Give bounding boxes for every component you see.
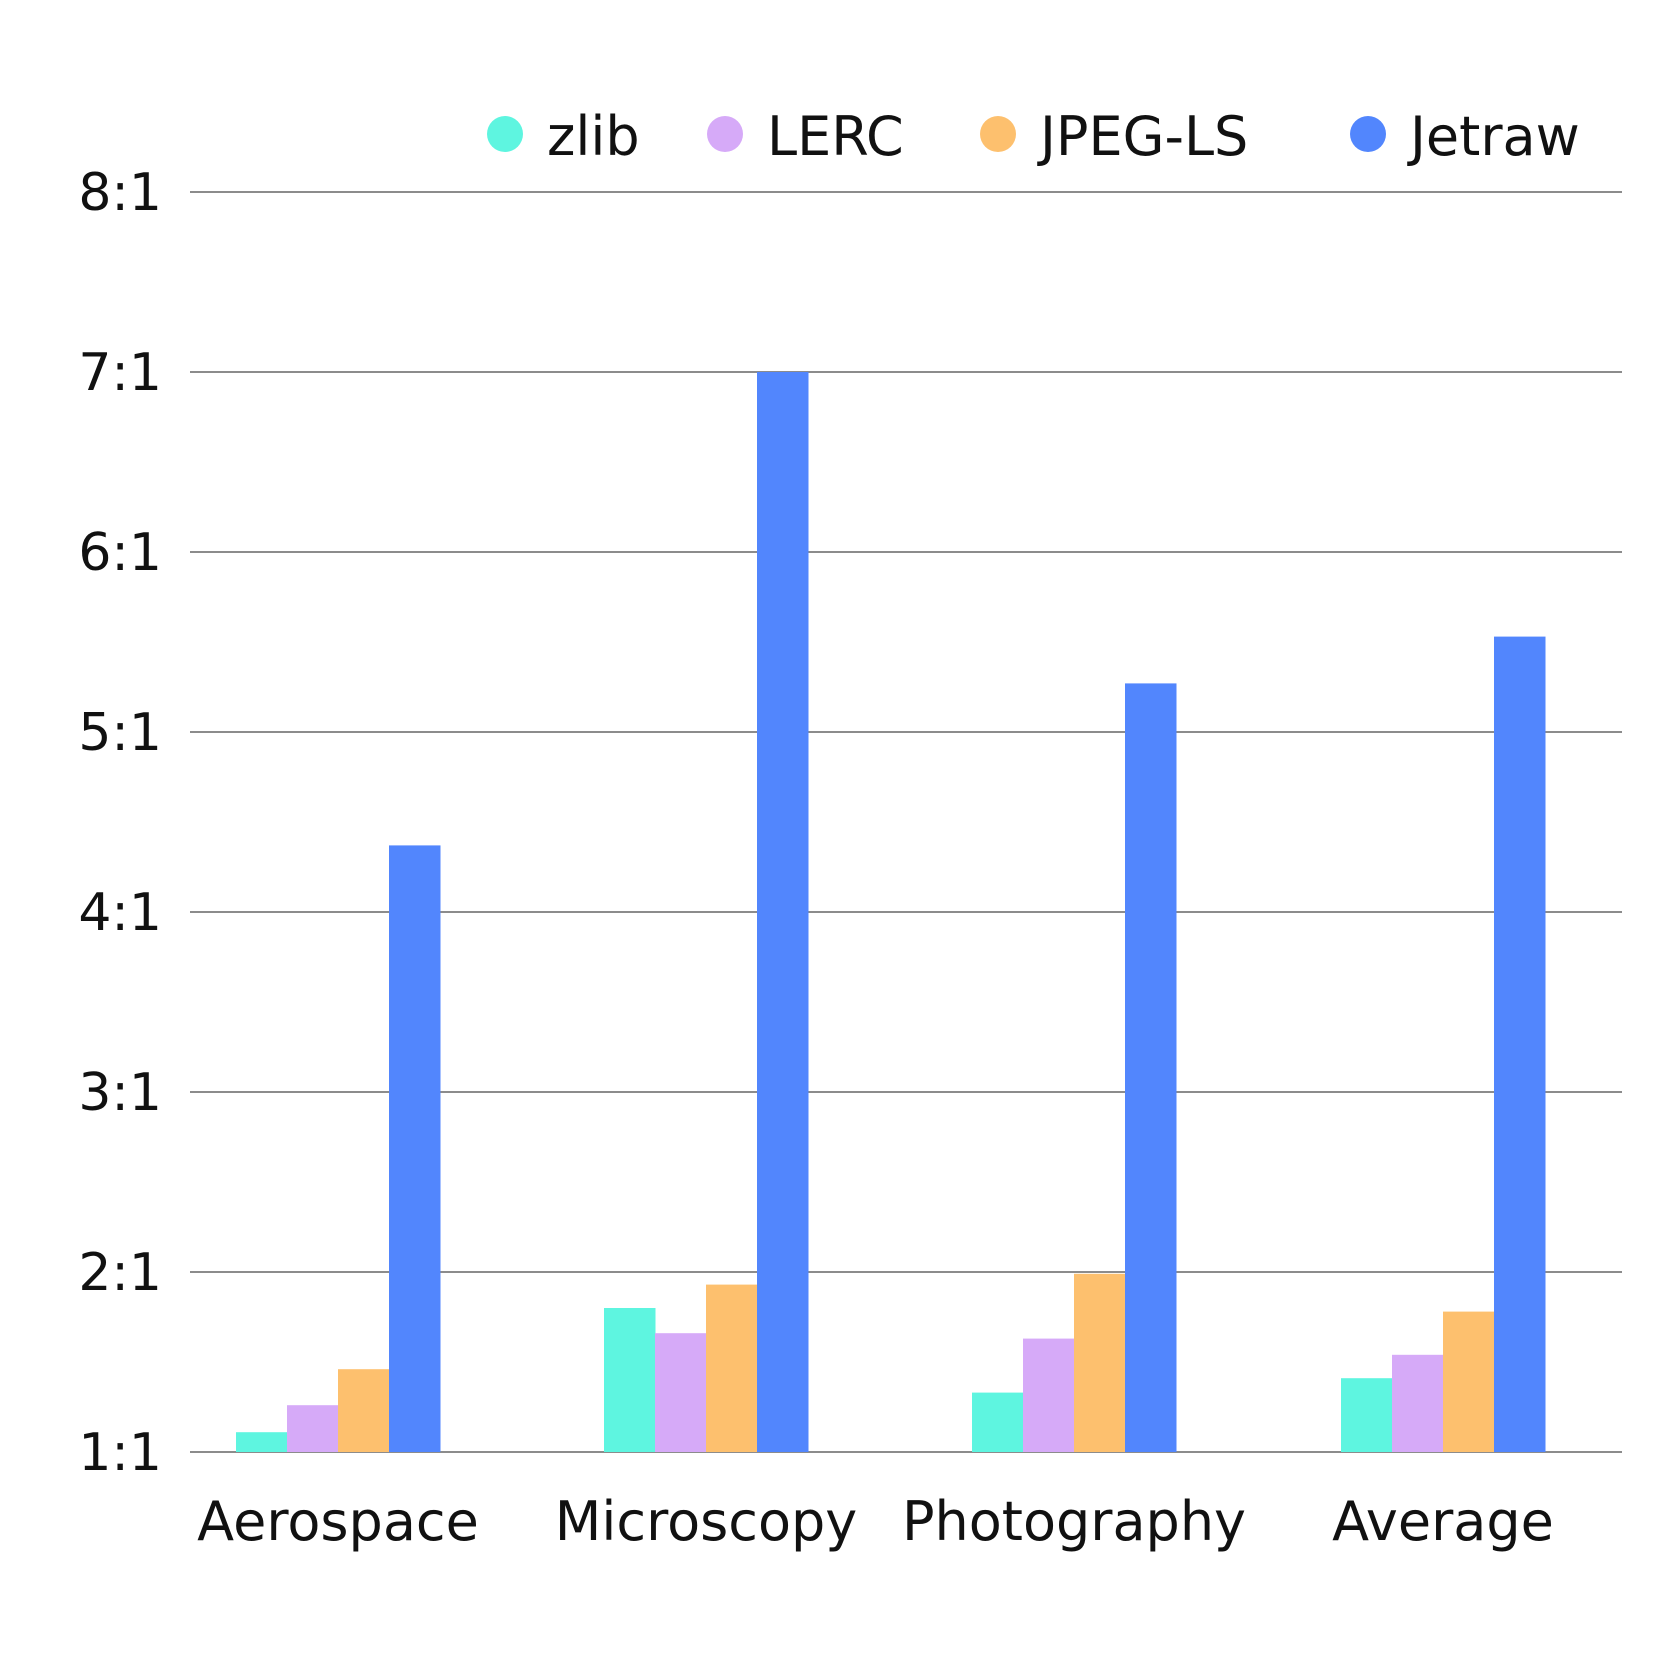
- bar-jpeg-ls-photography: [1074, 1273, 1126, 1452]
- y-tick-label: 2:1: [78, 1243, 162, 1303]
- y-tick-label: 7:1: [78, 343, 162, 403]
- legend-item-zlib: zlib: [487, 105, 640, 168]
- y-tick-label: 6:1: [78, 523, 162, 583]
- bar-lerc-photography: [1023, 1338, 1075, 1452]
- legend-label: Jetraw: [1407, 105, 1580, 168]
- legend-item-lerc: LERC: [707, 105, 904, 168]
- bar-lerc-microscopy: [655, 1333, 707, 1452]
- legend: zlib LERC JPEG-LS Jetraw: [487, 105, 1580, 168]
- y-tick-label: 1:1: [78, 1423, 162, 1483]
- bar-zlib-aerospace: [236, 1432, 288, 1452]
- bar-jpeg-ls-average: [1443, 1311, 1495, 1452]
- x-category-label: Average: [1332, 1490, 1554, 1553]
- y-tick-label: 8:1: [78, 163, 162, 223]
- bar-lerc-aerospace: [287, 1405, 339, 1452]
- bar-zlib-average: [1341, 1378, 1393, 1452]
- bar-zlib-photography: [972, 1392, 1024, 1452]
- legend-swatch: [980, 116, 1016, 152]
- bars-layer: [236, 372, 1546, 1452]
- bar-group-average: [1341, 636, 1546, 1452]
- bar-jetraw-microscopy: [757, 372, 809, 1452]
- legend-label: JPEG-LS: [1037, 105, 1248, 168]
- bar-jetraw-average: [1494, 636, 1546, 1452]
- bar-jetraw-photography: [1125, 683, 1177, 1452]
- bar-zlib-microscopy: [604, 1308, 656, 1452]
- x-category-label: Photography: [902, 1490, 1246, 1553]
- y-tick-label: 5:1: [78, 703, 162, 763]
- legend-item-jpeg-ls: JPEG-LS: [980, 105, 1248, 168]
- x-category-label: Aerospace: [197, 1490, 479, 1553]
- bar-group-photography: [972, 683, 1177, 1452]
- bar-jetraw-aerospace: [389, 845, 441, 1452]
- bar-lerc-average: [1392, 1354, 1444, 1452]
- legend-swatch: [487, 116, 523, 152]
- bar-group-aerospace: [236, 845, 441, 1452]
- bar-group-microscopy: [604, 372, 809, 1452]
- x-axis-categories: Aerospace Microscopy Photography Average: [197, 1490, 1554, 1553]
- x-category-label: Microscopy: [555, 1490, 857, 1553]
- legend-label: LERC: [767, 105, 904, 168]
- legend-swatch: [1350, 116, 1386, 152]
- bar-jpeg-ls-aerospace: [338, 1369, 390, 1452]
- y-tick-label: 4:1: [78, 883, 162, 943]
- legend-label: zlib: [547, 105, 640, 168]
- bar-jpeg-ls-microscopy: [706, 1284, 758, 1452]
- legend-swatch: [707, 116, 743, 152]
- y-axis-ticks: 1:1 2:1 3:1 4:1 5:1 6:1 7:1 8:1: [78, 163, 162, 1483]
- legend-item-jetraw: Jetraw: [1350, 105, 1580, 168]
- y-tick-label: 3:1: [78, 1063, 162, 1123]
